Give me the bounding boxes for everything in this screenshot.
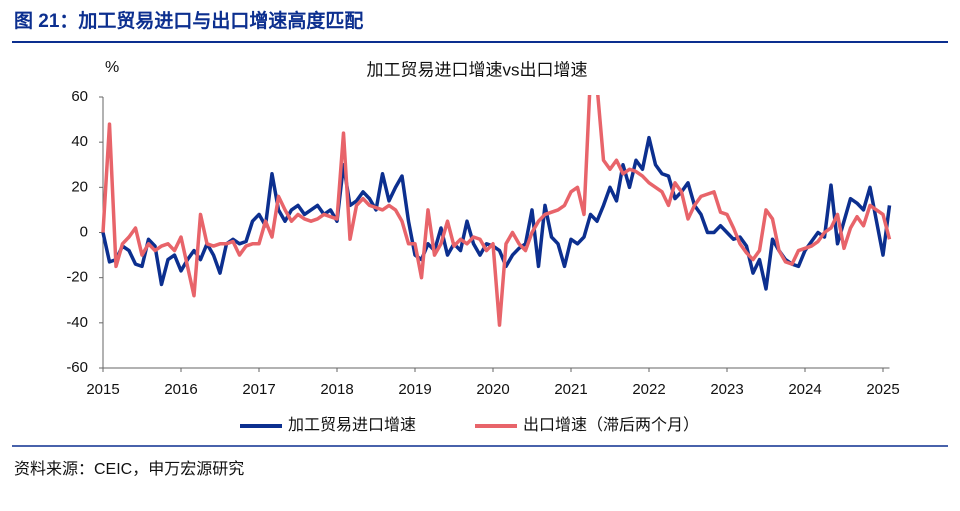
chart-title: 加工贸易进口增速vs出口增速 (367, 60, 588, 79)
x-tick-label: 2021 (554, 381, 587, 398)
series-line (101, 95, 892, 327)
y-tick-label: -20 (66, 269, 88, 286)
source-note: 资料来源：CEIC，申万宏源研究 (14, 460, 244, 478)
x-tick-label: 2017 (242, 381, 275, 398)
x-tick-label: 2016 (164, 381, 197, 398)
x-tick-label: 2019 (398, 381, 431, 398)
figure-title: 图 21：加工贸易进口与出口增速高度匹配 (14, 9, 363, 32)
legend-label: 加工贸易进口增速 (288, 416, 416, 434)
y-tick-label: 40 (71, 133, 88, 150)
y-tick-label: 20 (71, 178, 88, 195)
x-tick-label: 2024 (788, 381, 821, 398)
x-tick-label: 2025 (866, 381, 899, 398)
y-unit: % (105, 59, 119, 76)
x-tick-label: 2022 (632, 381, 665, 398)
x-tick-label: 2023 (710, 381, 743, 398)
y-tick-label: -60 (66, 359, 88, 376)
y-tick-label: 0 (80, 223, 88, 240)
series-line (101, 135, 892, 291)
plot-area (101, 95, 892, 327)
x-tick-label: 2018 (320, 381, 353, 398)
y-tick-label: 60 (71, 88, 88, 105)
x-tick-label: 2015 (86, 381, 119, 398)
y-tick-label: -40 (66, 314, 88, 331)
x-tick-label: 2020 (476, 381, 509, 398)
legend-label: 出口增速（滞后两个月） (523, 416, 699, 434)
